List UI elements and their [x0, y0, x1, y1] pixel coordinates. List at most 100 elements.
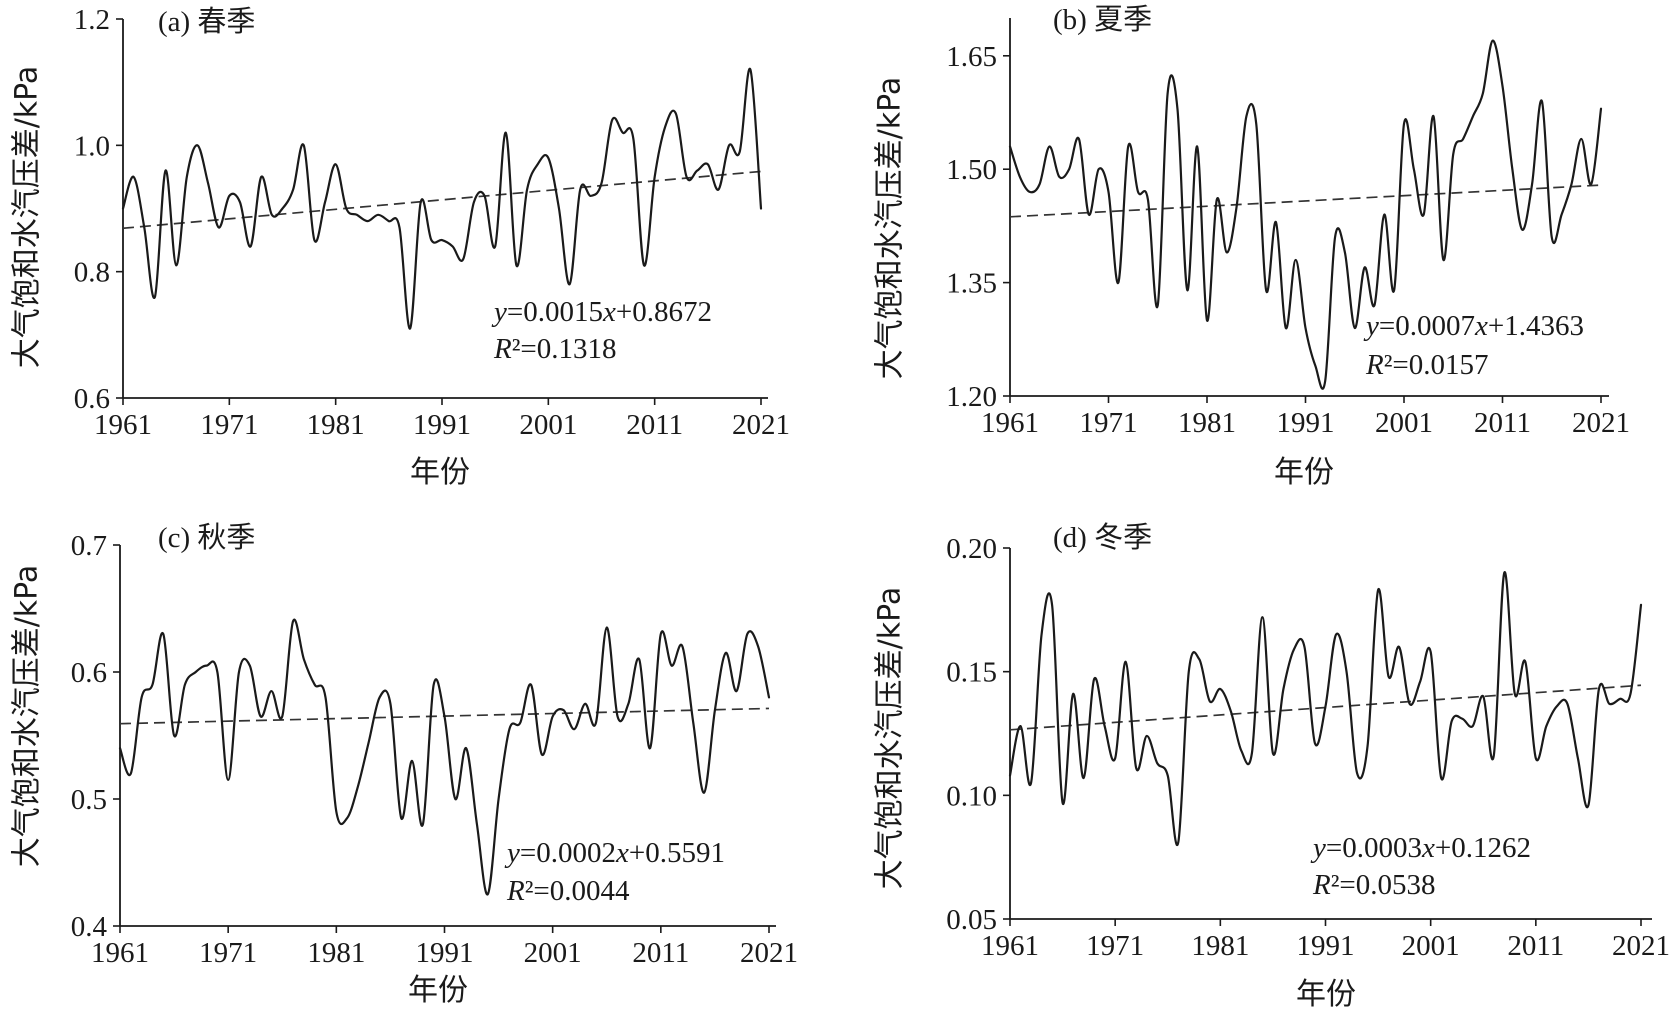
equation-text: +1.4363 — [1488, 310, 1584, 342]
series-line — [118, 618, 771, 896]
y-tick-label: 0.5 — [71, 784, 107, 816]
x-tick-label: 1981 — [1191, 930, 1249, 962]
equation-text: =0.0015 — [507, 296, 603, 328]
panel-title: (b) 夏季 — [1053, 3, 1152, 36]
x-tick-label: 1961 — [981, 407, 1039, 439]
y-tick-label: 0.15 — [946, 657, 997, 689]
x-tick-label: 2011 — [1507, 930, 1564, 962]
y-tick-label: 0.6 — [74, 383, 110, 415]
plot-area: 0.4 0.5 0.6 0.7 1961 1971 1981 1991 2001 2011 2021 — [71, 530, 798, 969]
x-tick-label: 2001 — [1375, 407, 1433, 439]
equation-variable: x — [615, 837, 629, 869]
equation-text: ²=0.0157 — [1384, 349, 1489, 381]
equation-text: ²=0.0538 — [1331, 869, 1436, 901]
x-tick-label: 2001 — [1402, 930, 1460, 962]
y-tick-label: 1.50 — [946, 154, 997, 186]
equation-variable: y — [491, 296, 507, 328]
y-tick-label: 1.0 — [74, 130, 110, 162]
regression-equation: y=0.0002x+0.5591 — [504, 837, 725, 869]
trend-line — [1009, 184, 1602, 218]
y-tick-label: 1.35 — [946, 268, 997, 300]
equation-variable: x — [602, 296, 616, 328]
y-axis-label: 大气饱和水汽压差/kPa — [873, 77, 908, 380]
x-tick-label: 1971 — [200, 409, 258, 441]
equation-variable: x — [1421, 832, 1435, 864]
x-tick-label: 1991 — [413, 409, 471, 441]
x-tick-label: 1981 — [307, 409, 365, 441]
equation-variable: x — [1474, 310, 1488, 342]
x-tick-label: 2001 — [524, 937, 582, 969]
y-axis-label: 大气饱和水汽压差/kPa — [10, 66, 45, 369]
equation-variable: y — [1363, 310, 1379, 342]
panel-autumn: 0.4 0.5 0.6 0.7 1961 1971 1981 1991 2001 2011 2021… — [10, 521, 799, 1008]
y-tick-label: 1.65 — [946, 41, 997, 73]
x-tick-label: 2011 — [1474, 407, 1531, 439]
y-tick-label: 1.20 — [946, 381, 997, 413]
y-tick-label: 0.8 — [74, 257, 110, 289]
panel-spring: 0.6 0.8 1.0 1.2 1961 1971 1981 1991 2001 2011 2021… — [10, 4, 791, 490]
plot-area: 1.20 1.35 1.50 1.65 1961 1971 1981 1991 2001 2011… — [946, 18, 1630, 439]
x-tick-label: 1991 — [1297, 930, 1355, 962]
x-tick-label: 2021 — [1572, 407, 1630, 439]
x-axis-label: 年份 — [1296, 977, 1356, 1012]
equation-variable: R — [1365, 349, 1384, 381]
series-line — [1008, 571, 1643, 847]
x-tick-label: 1971 — [1086, 930, 1144, 962]
equation-text: +0.5591 — [629, 837, 725, 869]
equation-text: ²=0.0044 — [525, 875, 630, 907]
y-tick-label: 0.10 — [946, 780, 997, 812]
panel-summer: 1.20 1.35 1.50 1.65 1961 1971 1981 1991 2001 2011… — [873, 3, 1631, 490]
x-tick-label: 2021 — [732, 409, 790, 441]
x-tick-label: 2001 — [519, 409, 577, 441]
plot-area: 0.6 0.8 1.0 1.2 1961 1971 1981 1991 2001 2011 2021 — [74, 4, 790, 441]
equation-text: ²=0.1318 — [512, 333, 617, 365]
series-line — [121, 67, 763, 330]
y-tick-label: 0.6 — [71, 657, 107, 689]
y-axis-label: 大气饱和水汽压差/kPa — [10, 565, 45, 868]
y-tick-label: 1.2 — [74, 4, 110, 36]
panel-title: (c) 秋季 — [158, 521, 255, 554]
equation-text: =0.0003 — [1326, 832, 1422, 864]
x-tick-label: 1991 — [1277, 407, 1335, 439]
equation-variable: y — [504, 837, 520, 869]
x-tick-label: 2021 — [740, 937, 798, 969]
x-tick-label: 1981 — [1178, 407, 1236, 439]
equation-variable: R — [493, 333, 512, 365]
x-tick-label: 1971 — [199, 937, 257, 969]
equation-variable: R — [506, 875, 525, 907]
equation-text: +0.8672 — [616, 296, 712, 328]
equation-text: +0.1262 — [1435, 832, 1531, 864]
y-tick-label: 0.7 — [71, 530, 107, 562]
regression-equation: y=0.0003x+0.1262 — [1310, 832, 1531, 864]
x-tick-label: 1991 — [416, 937, 474, 969]
y-tick-label: 0.05 — [946, 904, 997, 936]
regression-equation: y=0.0007x+1.4363 — [1363, 310, 1584, 342]
series-line — [1008, 39, 1603, 390]
x-tick-label: 2021 — [1612, 930, 1670, 962]
x-axis-label: 年份 — [1274, 455, 1334, 490]
x-tick-label: 1961 — [981, 930, 1039, 962]
x-tick-label: 1961 — [91, 937, 149, 969]
panel-title: (d) 冬季 — [1053, 521, 1152, 554]
panel-winter: 0.05 0.10 0.15 0.20 1961 1971 1981 1991 2001 2011… — [873, 521, 1671, 1012]
x-axis-label: 年份 — [410, 455, 470, 490]
equation-text: =0.0007 — [1379, 310, 1475, 342]
r-squared: R²=0.0044 — [506, 875, 630, 907]
y-axis-label: 大气饱和水汽压差/kPa — [873, 587, 908, 890]
equation-variable: y — [1310, 832, 1326, 864]
x-tick-label: 1981 — [307, 937, 365, 969]
y-tick-label: 0.20 — [946, 533, 997, 565]
panel-title: (a) 春季 — [158, 5, 255, 38]
equation-text: =0.0002 — [520, 837, 616, 869]
r-squared: R²=0.1318 — [493, 333, 617, 365]
x-tick-label: 2011 — [626, 409, 683, 441]
y-tick-label: 0.4 — [71, 911, 108, 943]
plot-area: 0.05 0.10 0.15 0.20 1961 1971 1981 1991 2001 2011… — [946, 533, 1670, 962]
x-tick-label: 1961 — [94, 409, 152, 441]
r-squared: R²=0.0538 — [1312, 869, 1436, 901]
r-squared: R²=0.0157 — [1365, 349, 1489, 381]
x-axis-label: 年份 — [408, 973, 468, 1008]
equation-variable: R — [1312, 869, 1331, 901]
